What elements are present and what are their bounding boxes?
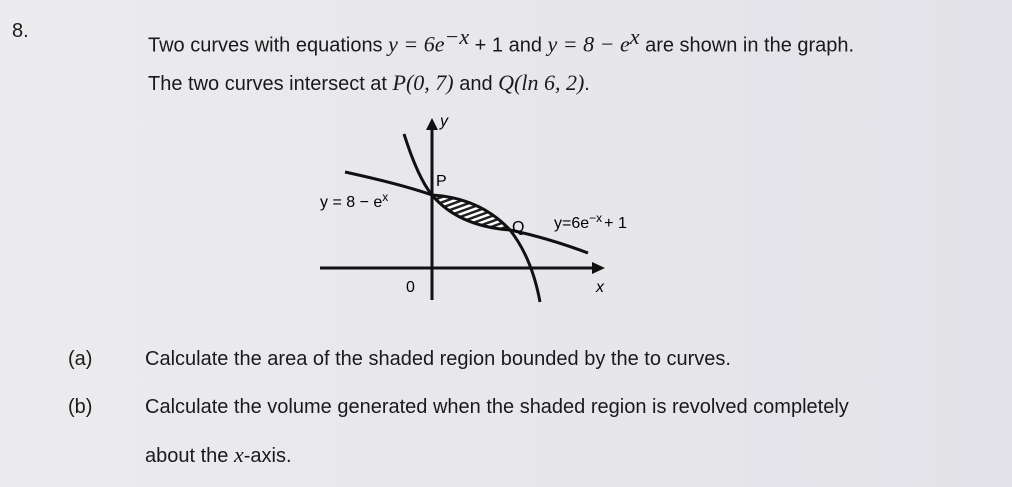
shaded-region (430, 194, 512, 231)
part-text: about the x-axis. (145, 442, 292, 468)
math: x (233, 442, 244, 467)
text: The two curves intersect at (148, 73, 393, 95)
point-label: P (436, 173, 447, 190)
part-text: Calculate the volume generated when the … (145, 396, 849, 418)
text: Two curves with equations (148, 34, 389, 57)
point-label: Q (512, 219, 524, 236)
math: y = 6e (388, 31, 445, 57)
text: y = 8 − e (320, 194, 382, 211)
arrow (592, 262, 605, 274)
text: about the (145, 445, 234, 467)
text: −x (589, 211, 602, 225)
math: x (629, 24, 640, 49)
curve (344, 170, 542, 303)
text: and (453, 73, 499, 95)
line: Two curves with equations y = 6e−x + 1 a… (148, 24, 854, 58)
text: + 1 and (469, 34, 548, 57)
curve (402, 133, 589, 255)
text: are shown in the graph. (639, 34, 855, 57)
text: x (382, 190, 388, 204)
math: P(0, 7) (392, 70, 454, 95)
origin-label: 0 (406, 279, 415, 296)
math: −x (444, 24, 470, 49)
math: y = 8 − e (547, 31, 630, 57)
text: -axis. (243, 445, 292, 467)
text: . (584, 73, 590, 95)
axis-label: x (595, 279, 605, 296)
axis-label: y (439, 113, 449, 130)
curve-label: y = 8 − ex (320, 190, 388, 211)
question-number: 8. (12, 20, 29, 42)
arrow (426, 118, 438, 130)
text: y=6e (554, 215, 589, 232)
part-text: Calculate the area of the shaded region … (145, 348, 731, 370)
line: The two curves intersect at P(0, 7) and … (148, 70, 590, 96)
part-label: (a) (68, 348, 93, 370)
math: Q(ln 6, 2) (498, 70, 585, 95)
curve-label: y=6e−x + 1 (554, 211, 627, 232)
part-label: (b) (68, 396, 93, 418)
text: + 1 (604, 215, 627, 232)
